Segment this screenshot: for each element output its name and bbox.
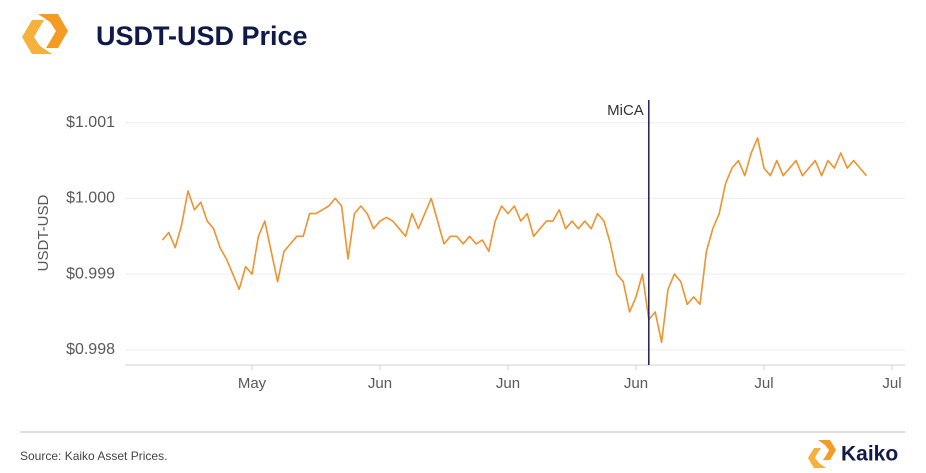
annotation-label: MiCA [607, 102, 644, 119]
x-tick-label: Jun [496, 375, 520, 392]
y-tick-label: $1.001 [66, 114, 115, 131]
line [161, 137, 868, 344]
x-tick-label: Jun [368, 375, 392, 392]
chart-title: USDT-USD Price [96, 21, 308, 51]
x-tick-label: Jul [882, 375, 901, 392]
brand: Kaiko [841, 443, 898, 466]
y-tick-label: $0.999 [66, 265, 115, 282]
y-tick-label: $1.000 [66, 190, 115, 207]
source: Source: Kaiko Asset Prices. [20, 449, 167, 463]
x-tick-label: Jul [754, 375, 773, 392]
logo [22, 14, 68, 54]
x-tick-label: May [238, 375, 267, 392]
y-tick-label: $0.998 [66, 341, 115, 358]
y-axis-label: USDT-USD [35, 194, 52, 271]
brand-logo [808, 440, 836, 468]
x-tick-label: Jun [624, 375, 648, 392]
